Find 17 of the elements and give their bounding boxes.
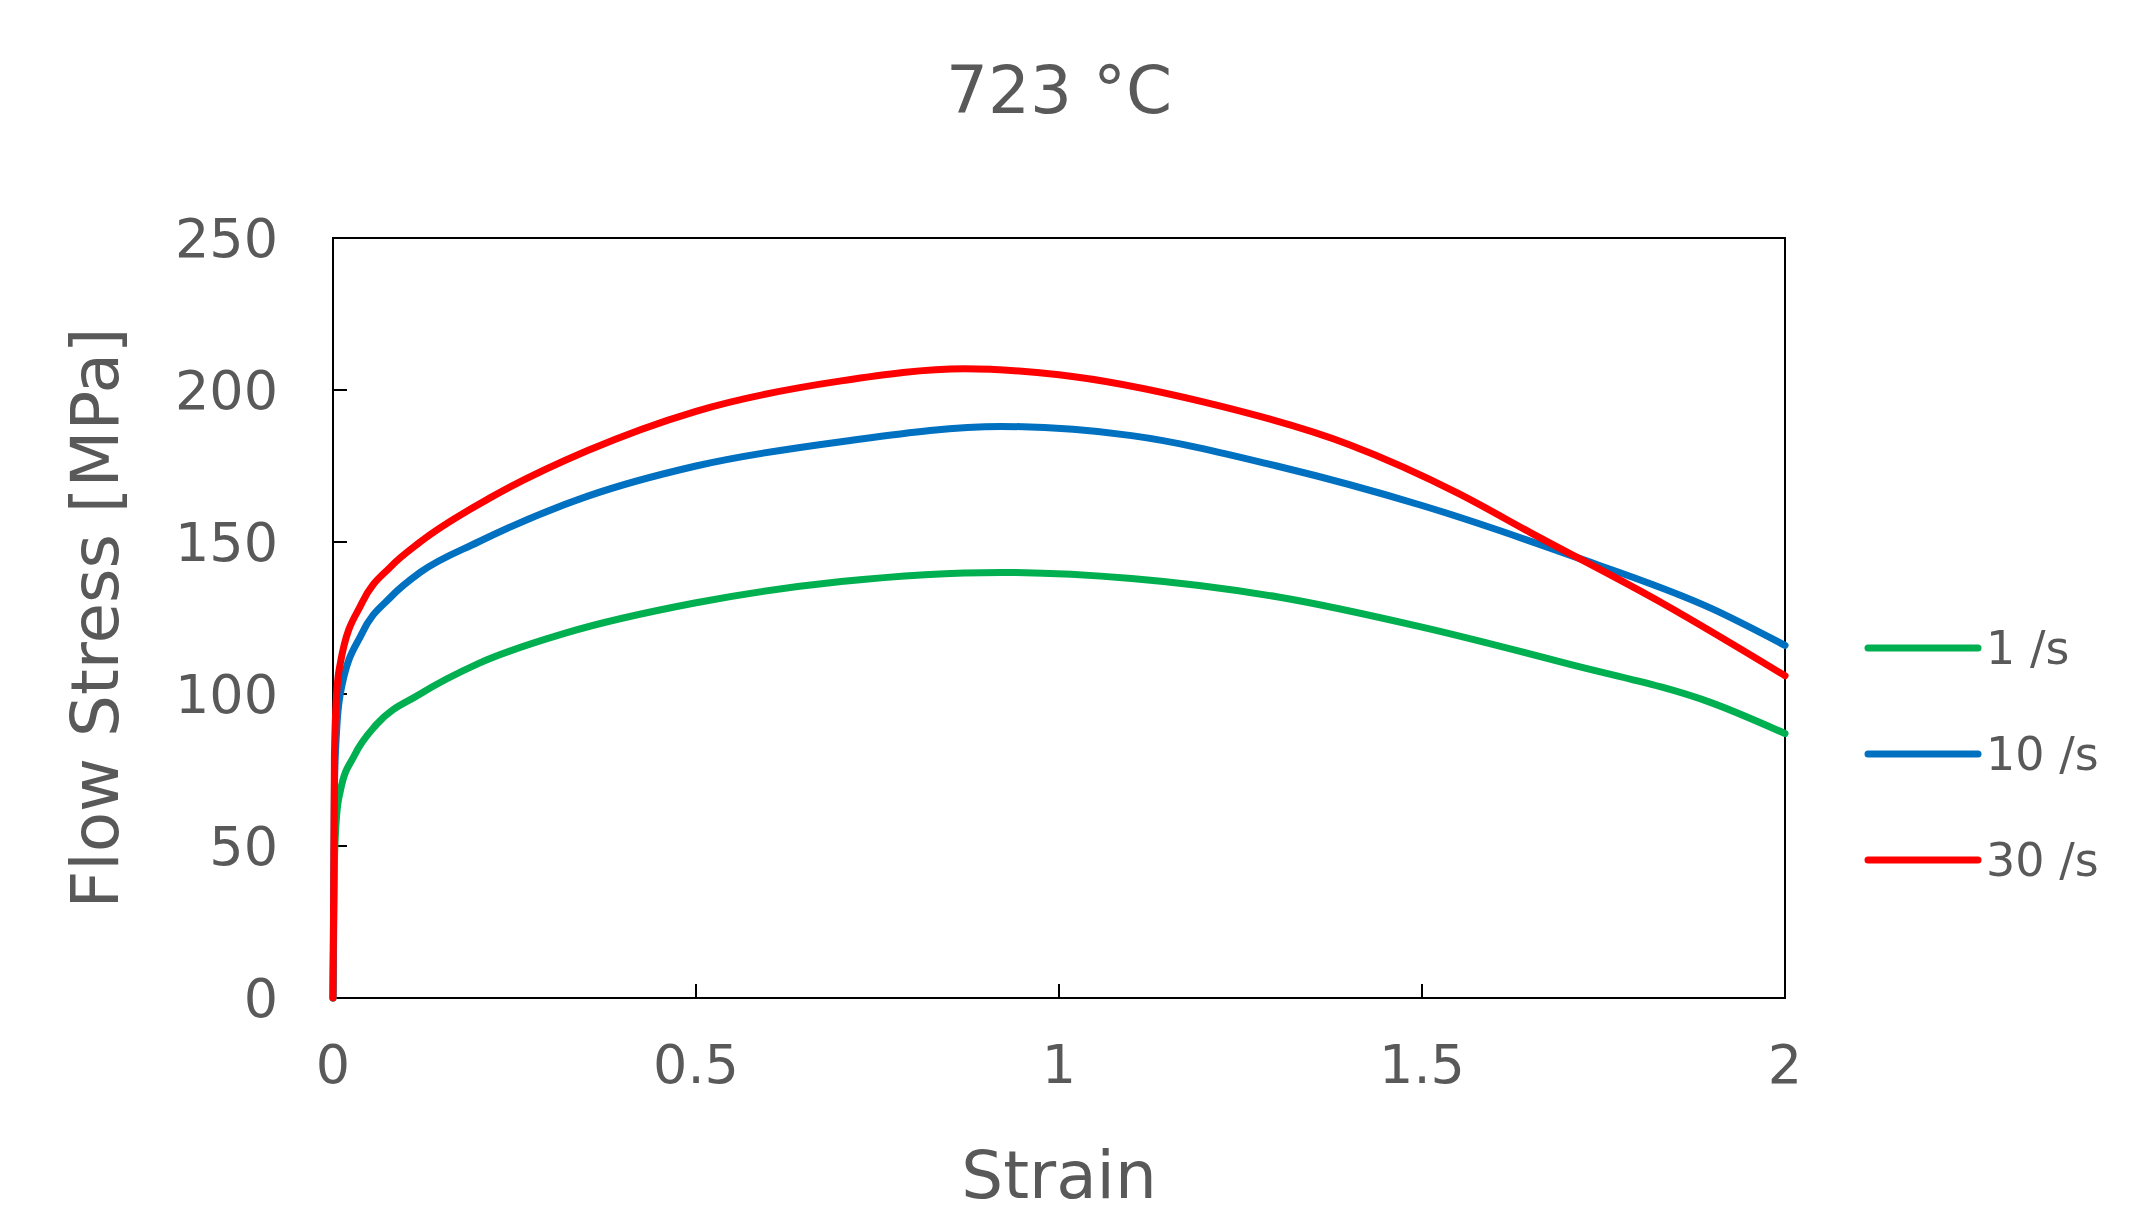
- legend-label: 1 /s: [1986, 621, 2070, 676]
- y-tick-label: 100: [174, 662, 278, 726]
- x-tick-label: 1.5: [1379, 1033, 1465, 1096]
- y-tick-label: 50: [209, 814, 278, 878]
- y-tick-label: 0: [243, 966, 278, 1030]
- x-tick-label: 2: [1767, 1033, 1803, 1096]
- y-tick-label: 250: [174, 206, 278, 270]
- y-axis-title: Flow Stress [MPa]: [57, 327, 134, 909]
- x-tick-label: 0: [315, 1033, 351, 1096]
- x-axis-title: Strain: [961, 1137, 1157, 1214]
- legend-label: 30 /s: [1986, 833, 2099, 888]
- y-tick-label: 150: [174, 510, 278, 574]
- x-tick-label: 0.5: [653, 1033, 739, 1096]
- legend-label: 10 /s: [1986, 727, 2099, 782]
- x-tick-label: 1: [1041, 1033, 1077, 1096]
- chart-title: 723 °C: [945, 52, 1173, 129]
- y-tick-label: 200: [174, 358, 278, 422]
